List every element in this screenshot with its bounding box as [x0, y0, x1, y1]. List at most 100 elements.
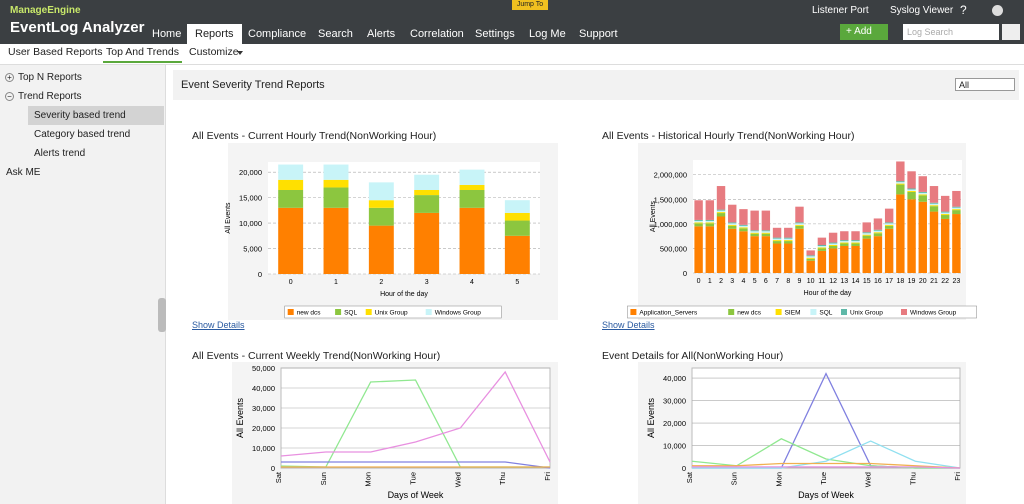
bar-segment [716, 186, 726, 210]
tree-item[interactable]: Ask ME [6, 167, 41, 178]
bar-segment [907, 188, 916, 190]
bar-segment [873, 236, 883, 273]
subnav-item[interactable]: Customize [189, 46, 239, 58]
bar-segment [918, 201, 927, 273]
jump-to[interactable]: Jump To [512, 0, 548, 10]
y-axis-label: All Events [650, 200, 657, 232]
bar-segment [716, 213, 726, 217]
user-icon[interactable] [992, 5, 1003, 16]
header: ManageEngine EventLog Analyzer Jump To H… [0, 0, 1024, 44]
caret [237, 51, 243, 55]
legend-label: Application_Servers [639, 310, 698, 317]
search-button[interactable] [1002, 24, 1020, 40]
bar-segment [504, 235, 530, 274]
line-series [692, 462, 961, 469]
y-tick-label: 30,000 [252, 404, 275, 413]
bar-segment [750, 231, 759, 233]
bar-segment [862, 234, 871, 236]
x-tick-label: 10 [807, 278, 815, 285]
legend-label: SQL [819, 310, 832, 317]
bar-segment [828, 242, 838, 244]
tree-child[interactable]: Alerts trend [34, 148, 86, 159]
y-tick-label: 1,000,000 [654, 220, 687, 229]
add-button[interactable]: + Add [840, 24, 888, 40]
subnav-item[interactable]: Top And Trends [103, 46, 182, 63]
x-axis-label: Hour of the day [380, 291, 428, 298]
tree-child[interactable]: Severity based trend [28, 106, 164, 125]
x-tick-label: 20 [919, 278, 927, 285]
search-box[interactable]: Log Search [903, 24, 999, 40]
x-axis-label: Days of Week [798, 490, 854, 500]
x-tick-label: 5 [515, 279, 519, 286]
collapse-handle[interactable] [158, 298, 166, 332]
x-tick-label: 9 [798, 278, 802, 285]
bar-segment [806, 255, 815, 257]
x-tick-label: 14 [852, 278, 860, 285]
bar-segment [840, 245, 849, 273]
bar-segment [278, 179, 304, 190]
legend-swatch [365, 309, 372, 315]
legend-swatch [728, 309, 735, 315]
subnav: User Based Reports Top And Trends Customiz… [0, 44, 1024, 65]
bar-segment [728, 224, 737, 226]
tree-item[interactable]: Trend Reports [18, 91, 82, 102]
bar-segment [728, 223, 737, 225]
bar-segment [873, 232, 883, 234]
listener-port[interactable]: Listener Port [812, 5, 869, 16]
bar-segment [750, 233, 759, 237]
nav-item[interactable]: Compliance [248, 28, 307, 40]
bar-segment [907, 199, 916, 273]
line-series [280, 370, 551, 463]
bar-segment [907, 171, 916, 189]
tree-child[interactable]: Category based trend [34, 129, 131, 140]
x-tick-label: 19 [908, 278, 916, 285]
x-tick-label: Wed [453, 472, 462, 487]
bar-segment [873, 233, 883, 237]
y-tick-label: 20,000 [239, 168, 262, 177]
bar-segment [772, 243, 782, 273]
y-tick-label: 40,000 [252, 384, 275, 393]
show-details[interactable]: Show Details [602, 320, 655, 330]
bar-segment [884, 224, 894, 226]
filter-select[interactable]: All [955, 78, 1015, 91]
bar-segment [862, 235, 871, 239]
x-tick-label: 4 [470, 279, 474, 286]
content-title: Event Severity Trend Reports [181, 79, 325, 91]
bar-segment [884, 208, 894, 223]
y-tick-label: 10,000 [239, 219, 262, 228]
x-tick-label: Sun [730, 472, 739, 485]
x-tick-label: 0 [289, 279, 293, 286]
legend-swatch [810, 309, 817, 315]
plot-area [693, 160, 962, 273]
subnav-item[interactable]: User Based Reports [8, 46, 103, 58]
bar-segment [761, 210, 771, 231]
bar-segment [884, 222, 894, 224]
tree-item[interactable]: Top N Reports [18, 72, 82, 83]
bar-segment [952, 190, 961, 207]
nav-item[interactable]: Settings [475, 28, 515, 40]
nav-item[interactable]: Reports [187, 24, 242, 44]
syslog-viewer[interactable]: Syslog Viewer [890, 5, 954, 16]
nav-item[interactable]: Alerts [367, 28, 396, 40]
bar-segment [806, 250, 815, 256]
bar-segment [504, 200, 530, 213]
nav-item[interactable]: Log Me [529, 28, 566, 40]
bar-segment [694, 223, 703, 227]
x-tick-label: Tue [819, 472, 828, 485]
help[interactable]: ? [960, 3, 967, 17]
x-tick-label: 2 [719, 278, 723, 285]
bar-segment [884, 228, 894, 273]
nav-item[interactable]: Search [318, 28, 353, 40]
show-details[interactable]: Show Details [192, 320, 245, 330]
bar-segment [862, 232, 871, 234]
nav-item[interactable]: Correlation [410, 28, 464, 40]
bar-segment [896, 184, 905, 195]
content-header: Event Severity Trend Reports All [173, 70, 1019, 100]
nav-item[interactable]: Support [579, 28, 618, 40]
bar-segment [694, 226, 703, 273]
bar-segment [851, 243, 860, 246]
nav-item[interactable]: Home [152, 28, 182, 40]
x-tick-label: Thu [498, 472, 507, 485]
bar-segment [694, 200, 703, 220]
